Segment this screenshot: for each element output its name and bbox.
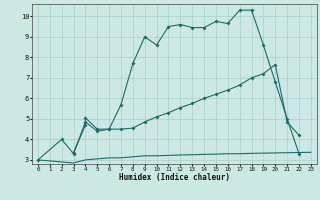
X-axis label: Humidex (Indice chaleur): Humidex (Indice chaleur) bbox=[119, 173, 230, 182]
